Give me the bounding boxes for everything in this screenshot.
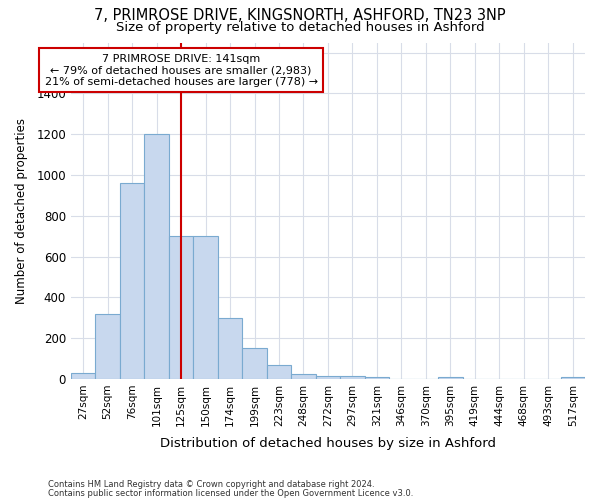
X-axis label: Distribution of detached houses by size in Ashford: Distribution of detached houses by size …: [160, 437, 496, 450]
Bar: [291, 374, 316, 379]
Bar: [316, 376, 340, 379]
Text: Contains public sector information licensed under the Open Government Licence v3: Contains public sector information licen…: [48, 490, 413, 498]
Bar: [169, 236, 193, 379]
Bar: [193, 236, 218, 379]
Bar: [145, 134, 169, 379]
Bar: [365, 377, 389, 379]
Bar: [560, 377, 585, 379]
Text: Contains HM Land Registry data © Crown copyright and database right 2024.: Contains HM Land Registry data © Crown c…: [48, 480, 374, 489]
Text: 7, PRIMROSE DRIVE, KINGSNORTH, ASHFORD, TN23 3NP: 7, PRIMROSE DRIVE, KINGSNORTH, ASHFORD, …: [94, 8, 506, 22]
Bar: [218, 318, 242, 379]
Bar: [71, 373, 95, 379]
Bar: [438, 377, 463, 379]
Bar: [340, 376, 365, 379]
Bar: [120, 183, 145, 379]
Text: 7 PRIMROSE DRIVE: 141sqm
← 79% of detached houses are smaller (2,983)
21% of sem: 7 PRIMROSE DRIVE: 141sqm ← 79% of detach…: [44, 54, 317, 87]
Bar: [95, 314, 120, 379]
Text: Size of property relative to detached houses in Ashford: Size of property relative to detached ho…: [116, 21, 484, 34]
Y-axis label: Number of detached properties: Number of detached properties: [15, 118, 28, 304]
Bar: [267, 364, 291, 379]
Bar: [242, 348, 267, 379]
